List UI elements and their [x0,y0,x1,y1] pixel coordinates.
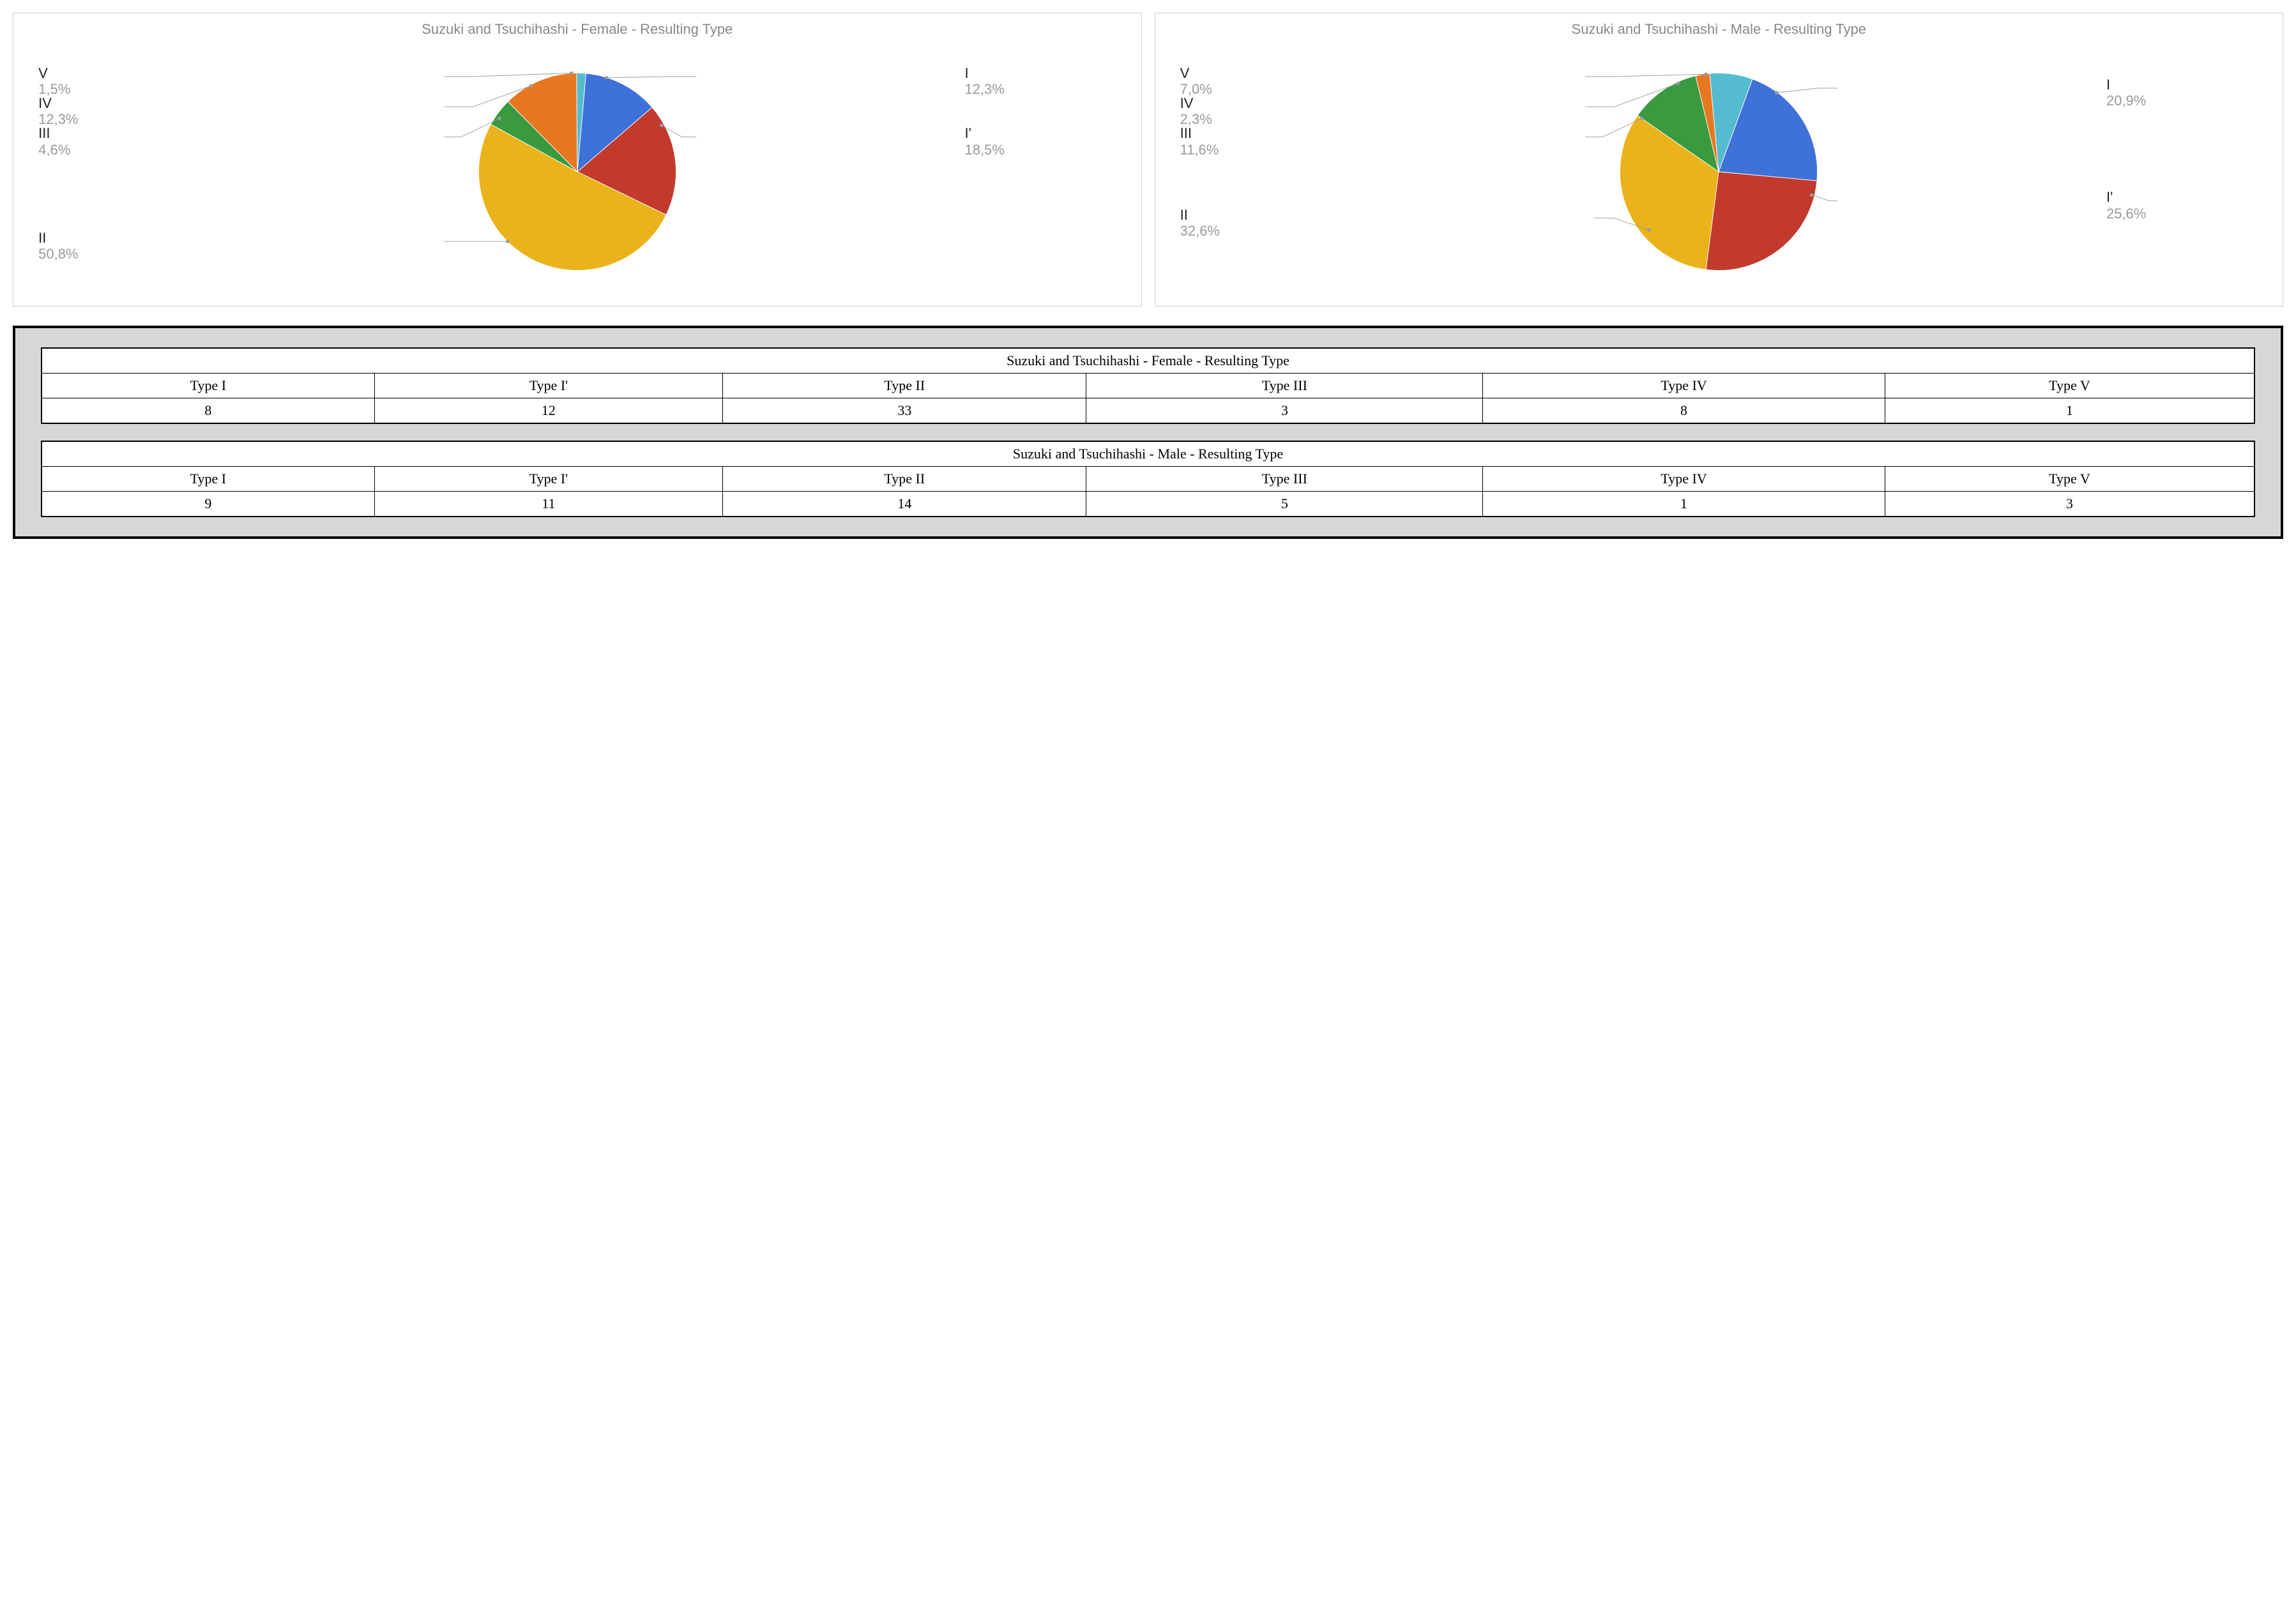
table-cell: 11 [374,492,723,517]
tables-wrapper: Suzuki and Tsuchihashi - Female - Result… [13,326,2283,539]
leader-dot [1641,117,1644,120]
table-col-header: Type V [1885,467,2254,492]
table-col-header: Type III [1086,374,1483,398]
table-cell: 5 [1086,492,1483,517]
charts-row: Suzuki and Tsuchihashi - Female - Result… [13,13,2283,306]
leader-dot [660,124,663,127]
slice-label-name: III [38,125,70,141]
table-col-header: Type I [42,467,374,492]
table-col-header: Type I [42,374,374,398]
slice-label-pct: 20,9% [2106,93,2146,109]
slice-label-name: II [1180,207,1220,223]
leader-line [1585,74,1706,77]
table-cell: 33 [723,398,1086,424]
table-female: Suzuki and Tsuchihashi - Female - Result… [41,347,2255,424]
table-col-header: Type III [1086,467,1483,492]
leader-dot [1775,91,1778,94]
table-header-row: Type I Type I' Type II Type III Type IV … [42,467,2254,492]
slice-label-pct: 11,6% [1180,142,1219,158]
chart-title-male: Suzuki and Tsuchihashi - Male - Resultin… [1166,21,2273,38]
pie-slice-Iprime [1706,172,1817,271]
slice-label-name: III [1180,125,1219,141]
leader-dot [498,117,501,120]
slice-label-I: I12,3% [964,65,1004,98]
table-title-male: Suzuki and Tsuchihashi - Male - Resultin… [42,441,2254,467]
chart-title-female: Suzuki and Tsuchihashi - Female - Result… [24,21,1131,38]
table-col-header: Type V [1885,374,2254,398]
slice-label-name: I' [2106,189,2146,205]
slice-label-pct: 7,0% [1180,81,1212,97]
slice-label-pct: 4,6% [38,142,70,158]
table-cell: 1 [1885,398,2254,424]
slice-label-name: I' [964,125,1004,141]
slice-label-pct: 1,5% [38,81,70,97]
slice-label-Iprime: I'25,6% [2106,189,2146,222]
slice-label-pct: 12,3% [964,81,1004,97]
slice-label-name: V [1180,65,1212,81]
table-cell: 3 [1885,492,2254,517]
slice-label-II: II32,6% [1180,207,1220,239]
leader-dot [604,76,607,79]
table-col-header: Type IV [1483,467,1885,492]
chart-panel-male: Suzuki and Tsuchihashi - Male - Resultin… [1155,13,2284,306]
leader-line [1777,88,1837,93]
table-row: 8 12 33 3 8 1 [42,398,2254,424]
slice-label-III: III4,6% [38,125,70,158]
table-cell: 12 [374,398,723,424]
slice-label-IV: IV2,3% [1180,95,1212,128]
slice-label-IV: IV12,3% [38,95,78,128]
slice-label-Iprime: I'18,5% [964,125,1004,158]
leader-dot [506,239,509,243]
slice-label-name: V [38,65,70,81]
slice-label-pct: 32,6% [1180,223,1220,239]
pie-chart-female: I12,3%I'18,5%II50,8%III4,6%IV12,3%V1,5% [24,44,1131,299]
table-row: 9 11 14 5 1 3 [42,492,2254,517]
table-col-header: Type II [723,467,1086,492]
slice-label-I: I20,9% [2106,77,2146,109]
slice-label-name: II [38,230,78,246]
table-cell: 1 [1483,492,1885,517]
table-col-header: Type I' [374,467,723,492]
slice-label-V: V7,0% [1180,65,1212,98]
slice-label-V: V1,5% [38,65,70,98]
table-cell: 8 [1483,398,1885,424]
leader-dot [570,72,573,75]
table-cell: 9 [42,492,374,517]
leader-dot [1810,193,1813,197]
slice-label-name: I [2106,77,2146,93]
leader-dot [1676,82,1680,85]
leader-dot [1705,73,1708,76]
slice-label-pct: 50,8% [38,246,78,262]
table-cell: 8 [42,398,374,424]
chart-panel-female: Suzuki and Tsuchihashi - Female - Result… [13,13,1142,306]
table-col-header: Type I' [374,374,723,398]
slice-label-pct: 12,3% [38,111,78,127]
table-header-row: Type I Type I' Type II Type III Type IV … [42,374,2254,398]
slice-label-pct: 2,3% [1180,111,1212,127]
slice-label-III: III11,6% [1180,125,1219,158]
table-title-female: Suzuki and Tsuchihashi - Female - Result… [42,348,2254,374]
table-male: Suzuki and Tsuchihashi - Male - Resultin… [41,441,2255,517]
table-col-header: Type IV [1483,374,1885,398]
leader-line [1812,195,1838,200]
leader-dot [529,84,532,87]
slice-label-II: II50,8% [38,230,78,262]
pie-chart-male: I20,9%I'25,6%II32,6%III11,6%IV2,3%V7,0% [1166,44,2273,299]
slice-label-pct: 18,5% [964,142,1004,158]
slice-label-pct: 25,6% [2106,206,2146,222]
leader-dot [1647,228,1650,231]
table-col-header: Type II [723,374,1086,398]
leader-line [606,77,696,78]
table-cell: 14 [723,492,1086,517]
slice-label-name: IV [38,95,78,111]
slice-label-name: IV [1180,95,1212,111]
slice-label-name: I [964,65,1004,81]
table-cell: 3 [1086,398,1483,424]
